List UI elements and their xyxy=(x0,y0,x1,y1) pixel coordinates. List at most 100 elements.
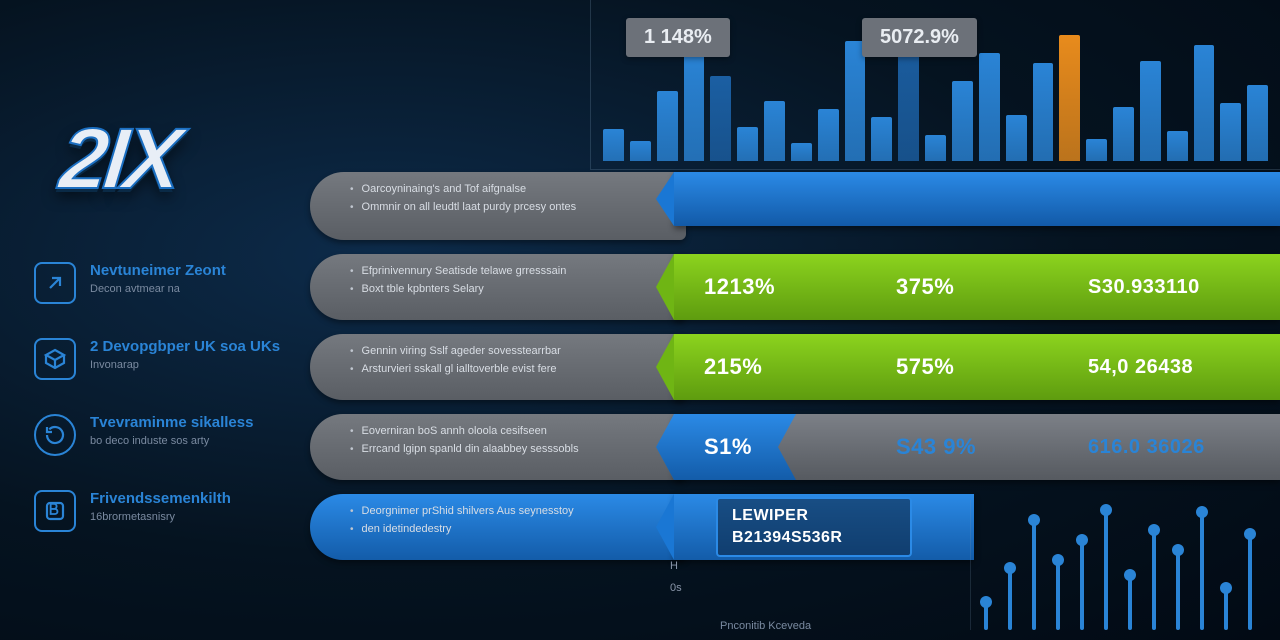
row-stats: 215%575%54,0 26438 xyxy=(674,334,1280,400)
metric-cell: 1213% xyxy=(704,274,896,300)
row-desc-line: Oarcoyninaing's and Tof aifgnalse xyxy=(350,182,668,196)
metric-cell: S43 9% xyxy=(896,434,1088,460)
arrow-out-icon xyxy=(34,262,76,304)
lollipop xyxy=(1029,500,1039,630)
sidebar-item-title: 2 Devopgbper UK soa UKs xyxy=(90,338,280,356)
sidebar-item-1[interactable]: 2 Devopgbper UK soa UKs Invonarap xyxy=(34,338,294,380)
row-description: Gennin viring Sslf ageder sovesstearrbar… xyxy=(310,334,686,400)
row-desc-line: den idetindedestry xyxy=(350,522,668,536)
lollipop-chart xyxy=(970,500,1270,630)
chart-bar xyxy=(1167,131,1188,161)
lollipop xyxy=(1005,500,1015,630)
row-desc-line: Arsturvieri sskall gl ialltoverble evist… xyxy=(350,362,668,376)
axis-label-h: H xyxy=(670,560,682,572)
metric-cell: 54,0 26438 xyxy=(1088,356,1280,379)
row-desc-line: Boxt tble kpbnters Selary xyxy=(350,282,668,296)
sidebar-item-title: Tvevraminme sikalless xyxy=(90,414,253,432)
chart-bar xyxy=(1140,61,1161,161)
sidebar-item-0[interactable]: Nevtuneimer Zeont Decon avtmear na xyxy=(34,262,294,304)
chart-bar xyxy=(657,91,678,161)
row-value-bar xyxy=(674,172,1280,226)
chart-bar xyxy=(1194,45,1215,161)
chart-bar xyxy=(791,143,812,161)
sidebar-item-text: Tvevraminme sikalless bo deco induste so… xyxy=(90,414,253,449)
lewiper-line1: LEWIPER xyxy=(732,507,896,525)
refresh-icon xyxy=(34,414,76,456)
row-value-bar: 1213%375%S30.933110 xyxy=(674,254,1280,320)
sidebar-item-sub: 16brormetasnisry xyxy=(90,510,231,525)
sidebar-item-text: 2 Devopgbper UK soa UKs Invonarap xyxy=(90,338,280,373)
sidebar-item-text: Frivendssemenkilth 16brormetasnisry xyxy=(90,490,231,525)
sidebar-item-2[interactable]: Tvevraminme sikalless bo deco induste so… xyxy=(34,414,294,456)
main-panel: 1 148% 5072.9% Oarcoyninaing's and Tof a… xyxy=(310,0,1280,640)
block-b-icon xyxy=(34,490,76,532)
data-row: Efprinivennury Seatisde telawe grresssai… xyxy=(310,254,1280,320)
row-desc-line: Eoverniran boS annh oloola cesifseen xyxy=(350,424,668,438)
row-description: Eoverniran boS annh oloola cesifseen Errc… xyxy=(310,414,686,480)
row-desc-line: Errcand lgipn spanld din alaabbey sessso… xyxy=(350,442,668,456)
row-stats xyxy=(674,172,1280,240)
chart-bar xyxy=(925,135,946,161)
metric-badge-1: 5072.9% xyxy=(862,18,977,57)
row-description: Efprinivennury Seatisde telawe grresssai… xyxy=(310,254,686,320)
axis-labels: H 0s xyxy=(670,560,682,594)
lollipop xyxy=(1149,500,1159,630)
metric-cell: S30.933110 xyxy=(1088,276,1280,299)
sidebar-nav: Nevtuneimer Zeont Decon avtmear na 2 Dev… xyxy=(34,262,294,566)
sidebar-item-title: Nevtuneimer Zeont xyxy=(90,262,226,280)
row-desc-line: Gennin viring Sslf ageder sovesstearrbar xyxy=(350,344,668,358)
chart-bar xyxy=(818,109,839,161)
metric-cell: 375% xyxy=(896,274,1088,300)
chart-bar xyxy=(871,117,892,161)
row-stats: S1%S43 9%616.0 36026 xyxy=(674,414,1280,480)
row-stats: LEWIPER B21394S536R xyxy=(674,494,974,560)
chart-bar xyxy=(603,129,624,161)
chart-bar xyxy=(845,41,866,161)
lollipop xyxy=(1245,500,1255,630)
lollipop xyxy=(1101,500,1111,630)
metric-cell: 616.0 36026 xyxy=(1088,436,1280,459)
chart-bar xyxy=(764,101,785,161)
chart-bar xyxy=(1006,115,1027,161)
chart-bar xyxy=(1086,139,1107,161)
metric-badge-0: 1 148% xyxy=(626,18,730,57)
lollipop xyxy=(1053,500,1063,630)
chart-bar xyxy=(684,51,705,161)
chart-bar xyxy=(710,76,731,161)
lollipop xyxy=(1125,500,1135,630)
lollipop xyxy=(1077,500,1087,630)
lollipop xyxy=(1173,500,1183,630)
lewiper-line2: B21394S536R xyxy=(732,529,896,547)
sidebar-item-sub: Invonarap xyxy=(90,358,280,373)
chart-bar xyxy=(952,81,973,161)
footer-label: Pnconitib Kceveda xyxy=(720,620,811,632)
row-desc-line: Efprinivennury Seatisde telawe grresssai… xyxy=(350,264,668,278)
row-value-bar: 215%575%54,0 26438 xyxy=(674,334,1280,400)
chart-bar xyxy=(1247,85,1268,161)
sidebar-item-sub: Decon avtmear na xyxy=(90,282,226,297)
row-value-bar: LEWIPER B21394S536R xyxy=(674,494,974,560)
data-row: Oarcoyninaing's and Tof aifgnalse Ommnir … xyxy=(310,172,1280,240)
data-row: Eoverniran boS annh oloola cesifseen Errc… xyxy=(310,414,1280,480)
row-description: Oarcoyninaing's and Tof aifgnalse Ommnir … xyxy=(310,172,686,240)
lewiper-box: LEWIPER B21394S536R xyxy=(716,497,912,557)
lollipop xyxy=(1197,500,1207,630)
row-desc-line: Ommnir on all leudtl laat purdy prcesy o… xyxy=(350,200,668,214)
sidebar-item-3[interactable]: Frivendssemenkilth 16brormetasnisry xyxy=(34,490,294,532)
chart-bar xyxy=(1220,103,1241,161)
chart-bar xyxy=(630,141,651,161)
row-description: Deorgnimer prShid shilvers Aus seynessto… xyxy=(310,494,686,560)
sidebar: 2IX Nevtuneimer Zeont Decon avtmear na 2… xyxy=(0,0,310,640)
sidebar-item-text: Nevtuneimer Zeont Decon avtmear na xyxy=(90,262,226,297)
chart-bar xyxy=(1033,63,1054,161)
sidebar-item-title: Frivendssemenkilth xyxy=(90,490,231,508)
metric-cell: 575% xyxy=(896,354,1088,380)
chart-bar xyxy=(737,127,758,161)
metric-cell: 215% xyxy=(704,354,896,380)
lollipop xyxy=(981,500,991,630)
chart-bar xyxy=(1113,107,1134,161)
lollipop xyxy=(1221,500,1231,630)
row-value-bar: S1%S43 9%616.0 36026 xyxy=(674,414,1280,480)
brand-logo: 2IX xyxy=(54,110,296,220)
row-stats: 1213%375%S30.933110 xyxy=(674,254,1280,320)
